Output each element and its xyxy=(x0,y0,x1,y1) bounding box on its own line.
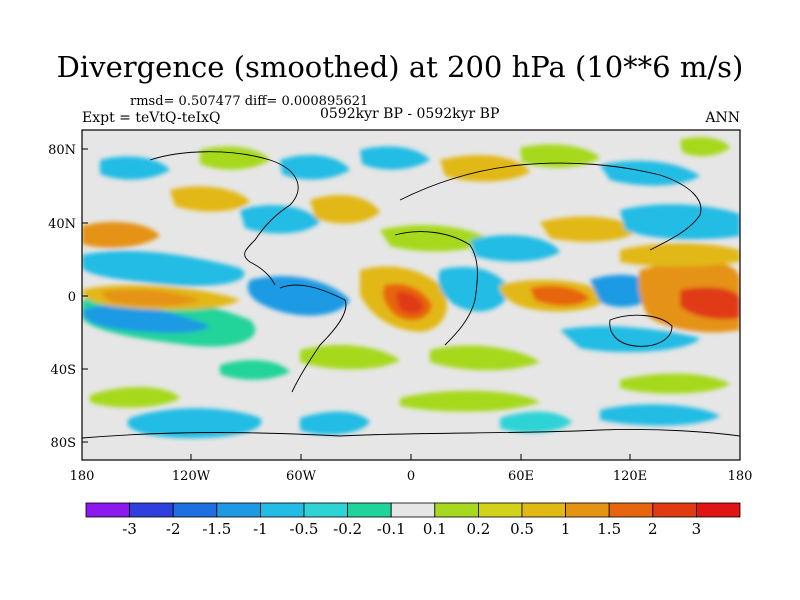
colorbar-label: 2 xyxy=(648,520,658,538)
contour-region xyxy=(100,289,200,307)
experiment-label: Expt = teVtQ-teIxQ xyxy=(82,110,221,126)
colorbar-swatch xyxy=(434,502,479,518)
lon-label: 120E xyxy=(613,469,647,484)
colorbar-label: -0.5 xyxy=(290,520,319,538)
contour-region xyxy=(600,160,700,186)
colorbar-swatch xyxy=(129,502,174,518)
contour-region xyxy=(540,216,640,242)
lon-label: 60E xyxy=(508,469,534,484)
colorbar-swatch xyxy=(85,502,130,518)
contour-region xyxy=(82,250,245,287)
colorbar-label: -1 xyxy=(253,520,268,538)
contour-region xyxy=(360,146,430,170)
contour-region xyxy=(82,221,160,248)
lat-label: 80S xyxy=(51,436,76,451)
season-label: ANN xyxy=(705,110,740,126)
contour-region xyxy=(680,287,740,320)
colorbar-swatch xyxy=(216,502,261,518)
contour-region xyxy=(170,186,250,212)
contour-region xyxy=(82,305,210,333)
colorbar-swatch xyxy=(303,502,348,518)
colorbar-label: 3 xyxy=(692,520,702,538)
colorbar-label: 1.5 xyxy=(597,520,621,538)
lat-label: 40N xyxy=(48,217,76,232)
contour-region xyxy=(280,155,350,180)
coastline-antarctica xyxy=(82,429,740,439)
colorbar-label: -2 xyxy=(166,520,181,538)
colorbar-swatch xyxy=(652,502,697,518)
colorbar-swatch xyxy=(521,502,566,518)
colorbar-label: 1 xyxy=(561,520,571,538)
contour-region xyxy=(680,137,730,157)
lon-label: 120W xyxy=(172,469,211,484)
colorbar-swatch xyxy=(477,502,523,518)
coastline-africa xyxy=(394,231,478,346)
contour-region xyxy=(620,243,740,267)
colorbar-swatch xyxy=(347,502,392,518)
coastlines xyxy=(82,151,740,439)
map-title: Divergence (smoothed) at 200 hPa (10**6 … xyxy=(56,50,744,84)
contour-region xyxy=(400,390,540,412)
colorbar-swatch xyxy=(172,502,218,518)
contour-region xyxy=(220,360,290,380)
stats-line: rmsd= 0.507477 diff= 0.000895621 xyxy=(130,94,369,109)
contour-region xyxy=(127,408,262,439)
lon-label: 60W xyxy=(286,469,317,484)
colorbar-swatch xyxy=(608,502,654,518)
contour-region xyxy=(247,276,350,316)
colorbar-label: 0.2 xyxy=(466,520,490,538)
contour-region xyxy=(430,345,540,371)
colorbar: -3 -2 -1.5 -1 -0.5 -0.2 -0.1 0.1 0.2 0.5 1 1.5 2 3 xyxy=(85,502,741,538)
contour-region xyxy=(600,404,720,426)
contour-region xyxy=(520,144,600,168)
contour-region xyxy=(300,411,370,435)
contour-field xyxy=(82,137,740,439)
coastline-australia xyxy=(609,314,673,347)
contour-region xyxy=(380,225,490,252)
contour-region xyxy=(470,235,560,262)
colorbar-swatch xyxy=(565,502,610,518)
contour-region xyxy=(310,195,380,224)
colorbar-swatch xyxy=(390,502,436,518)
colorbar-label: -0.1 xyxy=(377,520,406,538)
contour-region xyxy=(396,291,424,314)
contour-region xyxy=(240,205,320,234)
contour-region xyxy=(100,156,170,180)
axis-ticks xyxy=(81,148,741,460)
period-label: 0592kyr BP - 0592kyr BP xyxy=(320,106,500,122)
colorbar-swatch xyxy=(259,502,305,518)
lat-label: 0 xyxy=(68,290,76,305)
lon-label: 0 xyxy=(407,469,415,484)
lat-label: 40S xyxy=(51,363,76,378)
contour-region xyxy=(620,373,730,394)
colorbar-label: 0.5 xyxy=(510,520,534,538)
contour-region xyxy=(90,386,180,408)
contour-region xyxy=(620,204,740,240)
contour-region xyxy=(530,285,590,306)
colorbar-swatch xyxy=(696,502,741,518)
lon-label: 180 xyxy=(728,469,753,484)
contour-region xyxy=(440,155,530,182)
coastline-eurasia xyxy=(399,162,702,251)
contour-region xyxy=(438,266,510,312)
colorbar-label: -1.5 xyxy=(202,520,231,538)
colorbar-label: -0.2 xyxy=(333,520,362,538)
colorbar-label: -3 xyxy=(122,520,137,538)
coastline-south-america xyxy=(279,284,347,393)
colorbar-label: 0.1 xyxy=(423,520,447,538)
contour-region xyxy=(560,326,700,353)
contour-region xyxy=(500,411,572,433)
coastline-north-america xyxy=(149,151,299,286)
lat-label: 80N xyxy=(48,143,76,158)
lon-label: 180 xyxy=(70,469,95,484)
contour-region xyxy=(300,345,400,370)
